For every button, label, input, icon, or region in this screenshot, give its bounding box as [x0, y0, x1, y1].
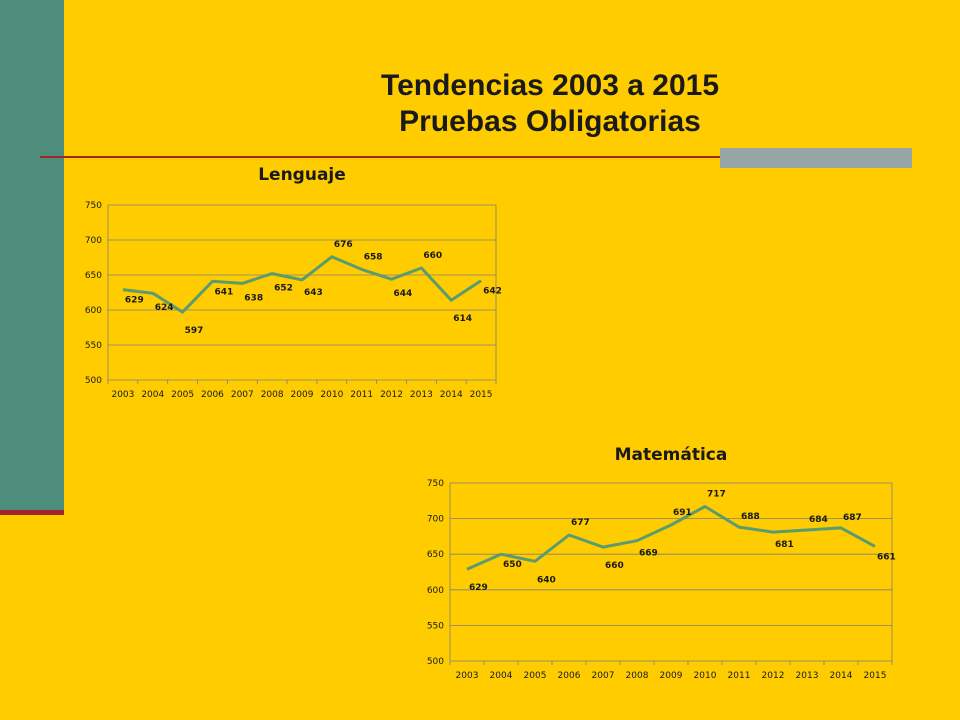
matematica-x-tick-2006: 2006 [558, 671, 581, 681]
lenguaje-chart: Lenguaje 500 550 600 650 700 750 2003 2004 2005 20… [85, 165, 502, 400]
matematica-data-label: 661 [877, 552, 896, 562]
matematica-x-tick-2013: 2013 [796, 671, 819, 681]
lenguaje-data-label: 644 [394, 289, 413, 299]
matematica-series-line [466, 505, 876, 571]
lenguaje-x-tick-2006: 2006 [201, 390, 224, 400]
lenguaje-x-tick-2009: 2009 [291, 390, 314, 400]
matematica-x-tick-2005: 2005 [524, 671, 547, 681]
lenguaje-y-tick-550: 550 [85, 341, 102, 351]
side-accent-bar-edge [0, 510, 64, 515]
matematica-x-tick-2008: 2008 [626, 671, 649, 681]
lenguaje-data-label: 597 [185, 326, 204, 336]
slide-title: Tendencias 2003 a 2015 Pruebas Obligator… [330, 68, 770, 140]
title-rule [40, 156, 912, 158]
lenguaje-x-tick-2008: 2008 [261, 390, 284, 400]
matematica-y-tick-500: 500 [427, 657, 444, 667]
lenguaje-y-tick-700: 700 [85, 236, 102, 246]
lenguaje-x-tick-2013: 2013 [410, 390, 433, 400]
lenguaje-data-label: 624 [155, 303, 174, 313]
lenguaje-data-label: 676 [334, 240, 353, 250]
matematica-x-tick-2011: 2011 [728, 671, 751, 681]
lenguaje-x-tick-2003: 2003 [111, 390, 134, 400]
lenguaje-data-label: 652 [274, 284, 293, 294]
matematica-data-label: 640 [537, 575, 556, 585]
matematica-data-label: 688 [741, 512, 760, 522]
matematica-data-label: 677 [571, 518, 590, 528]
lenguaje-data-label: 638 [244, 293, 263, 303]
matematica-data-label: 650 [503, 560, 522, 570]
lenguaje-x-tick-2012: 2012 [380, 390, 403, 400]
lenguaje-x-tick-2014: 2014 [440, 390, 463, 400]
lenguaje-x-tick-2004: 2004 [141, 390, 164, 400]
matematica-x-tick-2004: 2004 [490, 671, 513, 681]
lenguaje-y-tick-600: 600 [85, 306, 102, 316]
matematica-y-tick-650: 650 [427, 550, 444, 560]
matematica-data-label: 687 [843, 513, 862, 523]
lenguaje-y-tick-650: 650 [85, 271, 102, 281]
lenguaje-series-line [122, 255, 482, 314]
lenguaje-data-label: 660 [423, 251, 442, 261]
matematica-x-tick-2009: 2009 [660, 671, 683, 681]
side-accent-bar [0, 0, 64, 510]
matematica-y-tick-700: 700 [427, 515, 444, 525]
lenguaje-x-tick-2011: 2011 [350, 390, 373, 400]
matematica-y-tick-750: 750 [427, 479, 444, 489]
lenguaje-data-label: 642 [483, 287, 502, 297]
matematica-chart: Matemática 500 550 600 650 700 750 2003 2004 2005… [427, 445, 896, 681]
lenguaje-x-tick-2005: 2005 [171, 390, 194, 400]
matematica-data-label: 629 [469, 583, 488, 593]
lenguaje-y-tick-500: 500 [85, 376, 102, 386]
lenguaje-data-label: 614 [453, 314, 472, 324]
lenguaje-data-label: 629 [125, 296, 144, 306]
matematica-data-label: 660 [605, 561, 624, 571]
matematica-x-tick-2014: 2014 [830, 671, 853, 681]
matematica-y-tick-550: 550 [427, 621, 444, 631]
matematica-x-tick-2003: 2003 [456, 671, 479, 681]
matematica-data-label: 684 [809, 515, 828, 525]
matematica-data-label: 681 [775, 540, 794, 550]
lenguaje-x-tick-2015: 2015 [470, 390, 493, 400]
matematica-chart-title: Matemática [615, 445, 728, 465]
lenguaje-y-tick-750: 750 [85, 201, 102, 211]
matematica-data-label: 717 [707, 489, 726, 499]
matematica-x-tick-2010: 2010 [694, 671, 717, 681]
matematica-x-tick-2007: 2007 [592, 671, 615, 681]
lenguaje-data-label: 658 [364, 252, 383, 262]
matematica-data-label: 669 [639, 549, 658, 559]
matematica-data-label: 691 [673, 508, 692, 518]
slide-title-line2: Pruebas Obligatorias [399, 105, 701, 138]
matematica-x-tick-2012: 2012 [762, 671, 785, 681]
matematica-x-tick-2015: 2015 [864, 671, 887, 681]
title-rule-accent [720, 148, 912, 168]
lenguaje-data-label: 643 [304, 288, 323, 298]
lenguaje-x-tick-2007: 2007 [231, 390, 254, 400]
slide-title-line1: Tendencias 2003 a 2015 [381, 69, 719, 102]
lenguaje-x-tick-2010: 2010 [320, 390, 343, 400]
lenguaje-chart-title: Lenguaje [258, 165, 346, 185]
lenguaje-data-label: 641 [214, 287, 233, 297]
matematica-y-tick-600: 600 [427, 586, 444, 596]
